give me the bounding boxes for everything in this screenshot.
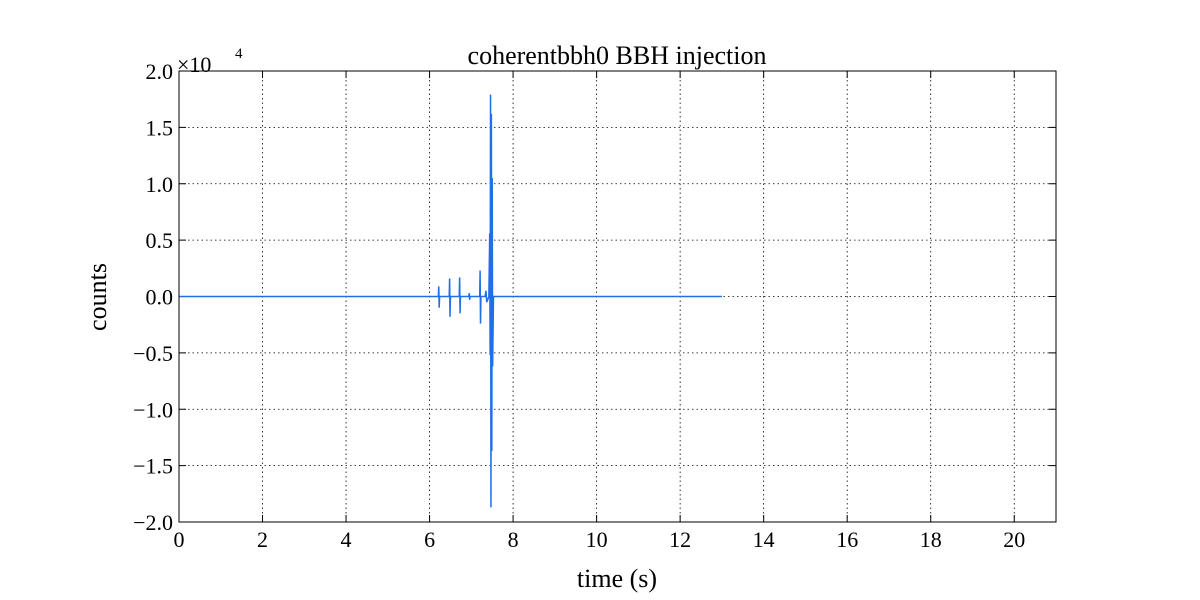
y-tick-label: −1.5 bbox=[133, 454, 173, 479]
y-tick-label: −0.5 bbox=[133, 341, 173, 366]
x-tick-label: 10 bbox=[586, 527, 608, 552]
x-axis-label: time (s) bbox=[577, 564, 657, 593]
x-tick-label: 0 bbox=[174, 527, 185, 552]
y-multiplier: ×10 bbox=[177, 52, 211, 77]
x-tick-label: 14 bbox=[753, 527, 775, 552]
y-multiplier-exponent: 4 bbox=[235, 46, 243, 62]
x-tick-label: 18 bbox=[920, 527, 942, 552]
y-tick-label: 0.0 bbox=[146, 285, 174, 310]
x-tick-label: 16 bbox=[836, 527, 858, 552]
y-tick-label: −2.0 bbox=[133, 510, 173, 535]
x-tick-label: 12 bbox=[669, 527, 691, 552]
y-tick-label: 0.5 bbox=[146, 228, 174, 253]
x-tick-label: 8 bbox=[508, 527, 519, 552]
data-line bbox=[179, 94, 722, 508]
x-tick-label: 4 bbox=[341, 527, 352, 552]
y-tick-label: 2.0 bbox=[146, 59, 174, 84]
x-tick-label: 20 bbox=[1003, 527, 1025, 552]
y-axis-label: counts bbox=[83, 263, 112, 331]
x-tick-label: 2 bbox=[257, 527, 268, 552]
chart-title: coherentbbh0 BBH injection bbox=[468, 41, 767, 70]
y-tick-label: −1.0 bbox=[133, 397, 173, 422]
x-tick-label: 6 bbox=[424, 527, 435, 552]
plot-frame bbox=[178, 70, 1057, 523]
y-tick-label: 1.0 bbox=[146, 172, 174, 197]
y-tick-label: 1.5 bbox=[146, 115, 174, 140]
